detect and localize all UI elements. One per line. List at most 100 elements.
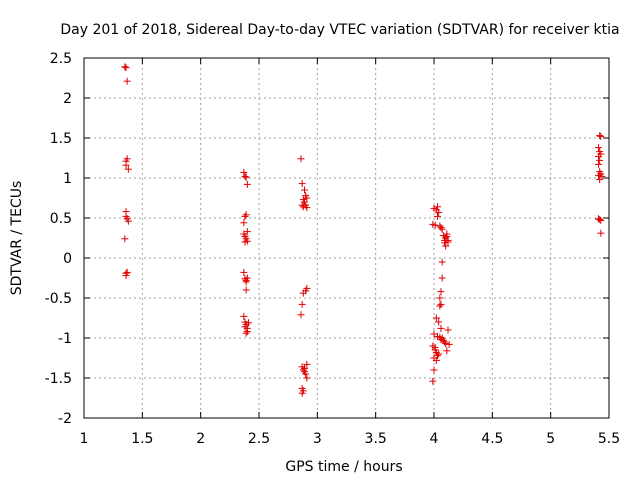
- data-point: [435, 318, 443, 326]
- data-point: [240, 268, 248, 276]
- x-tick-labels: 1 1.5 2 2.5 3 3.5 4 4.5 5 5.5: [80, 431, 621, 447]
- data-point: [595, 144, 602, 152]
- y-tick-label: 2: [63, 91, 72, 107]
- data-point: [597, 229, 605, 237]
- data-point: [242, 286, 250, 294]
- data-point: [303, 374, 311, 382]
- data-point: [432, 314, 440, 322]
- plot-frame: [83, 57, 610, 419]
- data-point: [301, 368, 308, 376]
- x-tick-label: 4.5: [481, 431, 503, 447]
- data-point: [298, 389, 306, 397]
- y-tick-label: 0: [63, 251, 72, 267]
- data-point: [241, 238, 249, 246]
- data-point: [597, 132, 605, 140]
- data-point: [299, 196, 307, 204]
- data-point: [437, 324, 445, 332]
- chart-title: Day 201 of 2018, Sidereal Day-to-day VTE…: [60, 22, 619, 38]
- data-point: [241, 212, 249, 220]
- data-point: [301, 186, 308, 194]
- y-tick-label: -1: [58, 331, 72, 347]
- y-tick-label: -0.5: [45, 291, 72, 307]
- y-tick-label: -2: [58, 411, 72, 427]
- data-point: [438, 225, 446, 233]
- data-point: [443, 347, 451, 355]
- y-tick-label: 0.5: [50, 211, 72, 227]
- data-point: [298, 300, 306, 308]
- data-point: [242, 329, 250, 337]
- data-point: [436, 294, 444, 302]
- x-tick-label: 3.5: [365, 431, 387, 447]
- data-point: [438, 274, 446, 282]
- x-tick-label: 2: [196, 431, 205, 447]
- data-point: [297, 155, 305, 163]
- data-point: [243, 328, 251, 336]
- data-point: [245, 319, 252, 327]
- data-point: [436, 333, 444, 341]
- data-point: [596, 156, 604, 164]
- data-point: [442, 242, 450, 250]
- data-point: [437, 288, 445, 296]
- data-point: [434, 203, 441, 211]
- data-point: [121, 63, 129, 71]
- data-point: [597, 216, 605, 224]
- x-tick-label: 2.5: [248, 431, 270, 447]
- data-point: [241, 323, 249, 331]
- data-points: [121, 63, 606, 397]
- data-point: [240, 168, 248, 176]
- data-point: [298, 180, 306, 188]
- data-point: [303, 360, 311, 368]
- x-tick-label: 5.5: [598, 431, 620, 447]
- data-point: [297, 311, 305, 319]
- data-point: [596, 216, 604, 224]
- data-point: [431, 344, 439, 352]
- data-point: [435, 350, 443, 358]
- data-point: [441, 236, 448, 244]
- data-point: [437, 224, 445, 232]
- data-point: [121, 235, 129, 243]
- data-point: [242, 211, 250, 219]
- data-point: [242, 278, 250, 286]
- data-point: [595, 172, 602, 180]
- data-point: [122, 272, 130, 280]
- data-point: [436, 302, 444, 310]
- data-point: [444, 238, 452, 246]
- data-point: [124, 217, 132, 225]
- data-point: [596, 132, 604, 140]
- data-point: [240, 312, 248, 320]
- data-point: [429, 377, 437, 385]
- data-point: [431, 221, 439, 229]
- data-point: [442, 340, 450, 348]
- y-tick-label: 2.5: [50, 51, 72, 67]
- x-tick-label: 3: [313, 431, 322, 447]
- data-point: [595, 152, 602, 160]
- y-tick-label: 1.5: [50, 131, 72, 147]
- data-point: [303, 284, 311, 292]
- data-point: [443, 230, 451, 238]
- data-point: [595, 160, 602, 168]
- y-tick-label: -1.5: [45, 371, 72, 387]
- data-point: [445, 340, 453, 348]
- data-point: [122, 161, 130, 169]
- x-tick-label: 5: [546, 431, 555, 447]
- data-point: [124, 165, 132, 173]
- x-tick-label: 1.5: [131, 431, 153, 447]
- y-tick-labels: -2 -1.5 -1 -0.5 0 0.5 1 1.5 2 2.5: [45, 51, 72, 427]
- data-point: [241, 172, 249, 180]
- data-point: [444, 326, 452, 334]
- data-point: [434, 212, 441, 220]
- data-point: [299, 366, 307, 374]
- data-point: [303, 194, 311, 202]
- data-point: [243, 274, 251, 282]
- data-point: [437, 300, 445, 308]
- data-point: [430, 366, 438, 374]
- data-point: [432, 356, 440, 364]
- data-point: [242, 173, 250, 181]
- data-point: [123, 155, 131, 163]
- axis-ticks: [83, 57, 610, 419]
- x-axis-label: GPS time / hours: [285, 459, 402, 475]
- data-point: [438, 258, 446, 266]
- grid: [84, 58, 609, 418]
- x-tick-label: 1: [80, 431, 89, 447]
